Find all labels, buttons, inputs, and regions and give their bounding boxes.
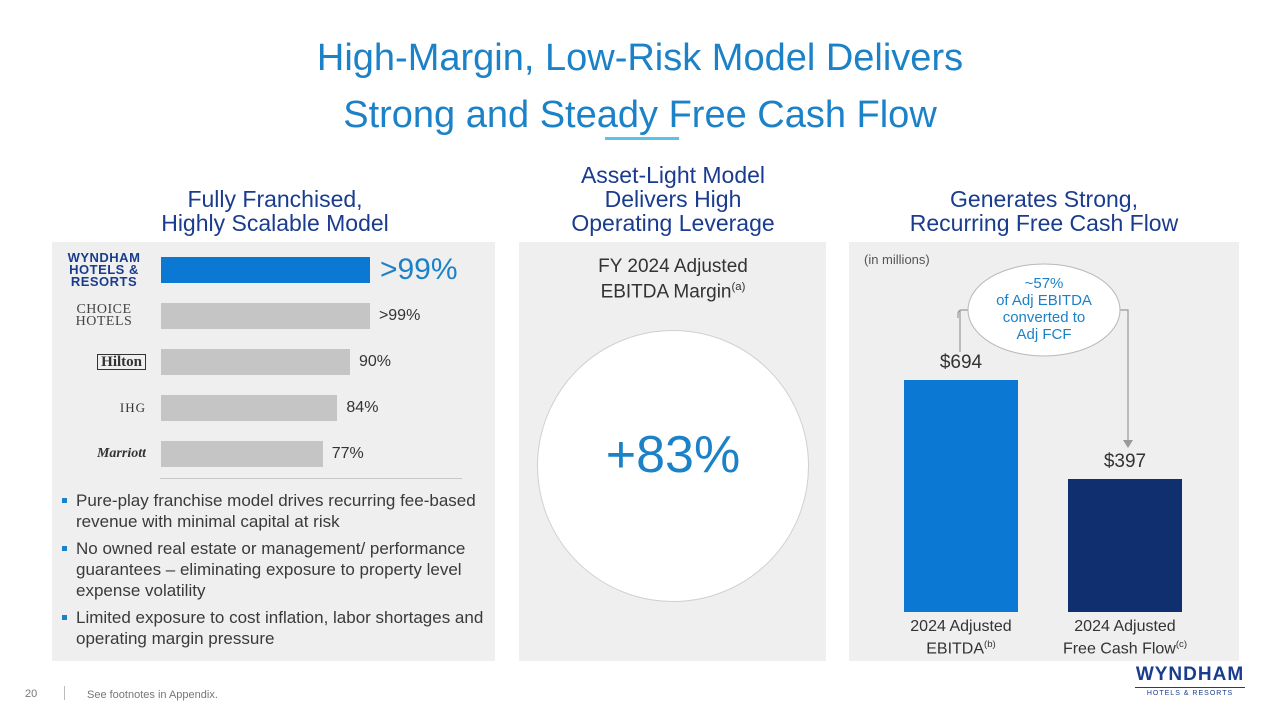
category-label: 2024 Adjusted EBITDA(b) xyxy=(874,618,1048,658)
margin-circle xyxy=(537,330,809,602)
footnote-reference: See footnotes in Appendix. xyxy=(87,689,218,701)
margin-title-line-2: EBITDA Margin(a) xyxy=(520,277,826,302)
callout-line-1: ~57% xyxy=(1024,275,1064,292)
bullet-item: No owned real estate or management/ perf… xyxy=(62,538,492,601)
brand-name: Hilton xyxy=(97,354,146,370)
title-underline xyxy=(605,137,679,140)
bar-value-label: $694 xyxy=(939,352,983,373)
bar-value-label: 90% xyxy=(359,353,392,370)
logo-main: WYNDHAM xyxy=(1135,664,1245,685)
category-label-line-1: 2024 Adjusted xyxy=(1074,618,1176,635)
bar xyxy=(904,380,1018,612)
footer-separator xyxy=(64,686,65,700)
brand-name: CHOICE HOTELS xyxy=(75,304,133,328)
brand-name: Marriott xyxy=(96,448,146,460)
margin-title-text: EBITDA Margin xyxy=(600,281,732,303)
margin-footnote: (a) xyxy=(731,281,746,293)
units-label: (in millions) xyxy=(864,252,930,267)
bar-value-label: >99% xyxy=(379,253,458,286)
category-footnote: (b) xyxy=(984,639,996,650)
category-label-line-1: 2024 Adjusted xyxy=(910,618,1012,635)
brand-logo: WYNDHAM HOTELS & RESORTS xyxy=(4,252,154,288)
bar xyxy=(1068,479,1182,612)
brand-logo: CHOICE HOTELS xyxy=(4,303,154,329)
bar-value-label: $397 xyxy=(1103,451,1147,473)
bar-value-label: >99% xyxy=(378,307,421,324)
right-heading-line-1: Generates Strong, xyxy=(950,186,1138,212)
page-number: 20 xyxy=(25,688,38,700)
brand-name: IHG xyxy=(119,402,146,414)
brand-name: WYNDHAM HOTELS & RESORTS xyxy=(67,252,141,288)
right-heading-line-2: Recurring Free Cash Flow xyxy=(909,210,1179,236)
middle-heading-line-1: Asset-Light Model xyxy=(580,162,766,188)
bar xyxy=(161,349,350,375)
left-heading-line-1: Fully Franchised, xyxy=(187,186,363,212)
logo-sub: HOTELS & RESORTS xyxy=(1135,687,1245,697)
bullet-item: Limited exposure to cost inflation, labo… xyxy=(62,607,492,649)
category-label-line-2: EBITDA(b) xyxy=(926,639,996,658)
bar-value-label: 77% xyxy=(331,445,364,462)
brand-logo: Hilton xyxy=(4,349,154,375)
brand-logo: IHG xyxy=(4,395,154,421)
bar xyxy=(161,257,370,283)
middle-heading-line-3: Operating Leverage xyxy=(571,210,775,236)
margin-title: FY 2024 Adjusted EBITDA Margin(a) xyxy=(520,256,826,302)
category-label-line-2: Free Cash Flow(c) xyxy=(1062,639,1188,658)
category-label: 2024 Adjusted Free Cash Flow(c) xyxy=(1038,618,1212,658)
callout-line-2: of Adj EBITDA xyxy=(996,292,1092,309)
bar xyxy=(161,303,370,329)
bullet-list: Pure-play franchise model drives recurri… xyxy=(62,490,492,655)
brand-logo: Marriott xyxy=(4,441,154,467)
middle-heading-line-2: Delivers High xyxy=(604,186,742,212)
margin-value: +83% xyxy=(605,426,741,484)
bullet-item: Pure-play franchise model drives recurri… xyxy=(62,490,492,532)
callout-line-4: Adj FCF xyxy=(1016,326,1072,343)
middle-heading: Asset-Light Model Delivers High Operatin… xyxy=(520,163,826,235)
bar xyxy=(161,395,338,421)
chart-divider xyxy=(160,478,462,479)
callout-line-3: converted to xyxy=(1002,309,1086,326)
bar-value-label: 84% xyxy=(346,399,379,416)
title-line-1: High-Margin, Low-Risk Model Delivers xyxy=(316,37,964,79)
page-title: High-Margin, Low-Risk Model Delivers Str… xyxy=(0,30,1280,144)
title-line-2: Strong and Steady Free Cash Flow xyxy=(343,94,937,136)
margin-title-line-1: FY 2024 Adjusted xyxy=(598,256,748,277)
left-heading-line-2: Highly Scalable Model xyxy=(161,210,389,236)
wyndham-logo: WYNDHAM HOTELS & RESORTS xyxy=(1135,665,1245,697)
category-footnote: (c) xyxy=(1175,639,1188,650)
right-heading: Generates Strong, Recurring Free Cash Fl… xyxy=(849,187,1239,235)
bar xyxy=(161,441,323,467)
left-heading: Fully Franchised, Highly Scalable Model xyxy=(100,187,450,235)
conversion-callout: ~57% of Adj EBITDA converted to Adj FCF xyxy=(972,275,1116,343)
